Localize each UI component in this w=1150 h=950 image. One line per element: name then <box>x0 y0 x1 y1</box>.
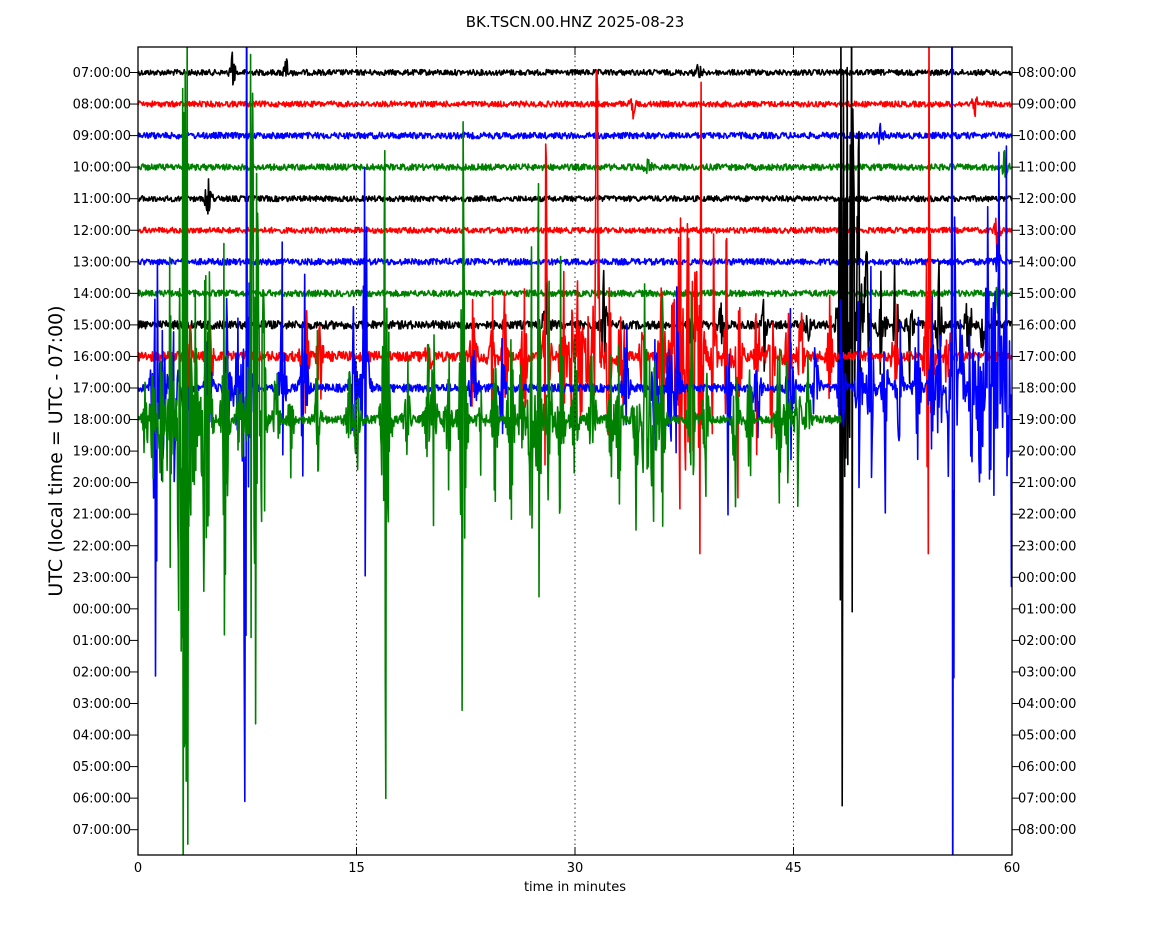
right-tick-label: 08:00:00 <box>1018 66 1076 81</box>
right-tick-label: 17:00:00 <box>1018 350 1076 365</box>
x-tick-label: 15 <box>348 861 365 876</box>
right-tick-label: 00:00:00 <box>1018 571 1076 586</box>
left-tick-label: 06:00:00 <box>73 792 131 807</box>
right-tick-label: 13:00:00 <box>1018 224 1076 239</box>
left-tick-label: 07:00:00 <box>73 66 131 81</box>
trace-16:00:00 <box>138 47 1012 555</box>
right-tick-label: 23:00:00 <box>1018 539 1076 554</box>
x-tick-label: 0 <box>134 861 142 876</box>
left-tick-label: 16:00:00 <box>73 350 131 365</box>
right-tick-label: 15:00:00 <box>1018 287 1076 302</box>
x-tick-label: 45 <box>785 861 802 876</box>
left-tick-label: 13:00:00 <box>73 255 131 270</box>
left-tick-label: 00:00:00 <box>73 602 131 617</box>
right-tick-label: 16:00:00 <box>1018 318 1076 333</box>
x-tick-label: 30 <box>567 861 584 876</box>
left-tick-label: 15:00:00 <box>73 318 131 333</box>
left-tick-label: 05:00:00 <box>73 760 131 775</box>
right-tick-label: 10:00:00 <box>1018 129 1076 144</box>
trace-11:00:00 <box>138 178 1012 215</box>
trace-09:00:00 <box>138 122 1012 145</box>
trace-14:00:00 <box>138 277 1012 314</box>
x-axis-label: time in minutes <box>524 880 626 895</box>
left-tick-label: 22:00:00 <box>73 539 131 554</box>
left-tick-label: 01:00:00 <box>73 634 131 649</box>
right-tick-label: 18:00:00 <box>1018 382 1076 397</box>
right-tick-label: 21:00:00 <box>1018 476 1076 491</box>
ticks-layer: 07:00:00 08:00:00 09:00:00 10:00:00 11:00:00… <box>73 47 1076 876</box>
left-tick-label: 11:00:00 <box>73 192 131 207</box>
right-tick-label: 12:00:00 <box>1018 192 1076 207</box>
trace-10:00:00 <box>138 150 1012 178</box>
trace-18:00:00 <box>138 47 842 855</box>
left-tick-label: 18:00:00 <box>73 413 131 428</box>
right-tick-label: 19:00:00 <box>1018 413 1076 428</box>
left-tick-label: 20:00:00 <box>73 476 131 491</box>
left-tick-label: 09:00:00 <box>73 129 131 144</box>
right-tick-label: 07:00:00 <box>1018 792 1076 807</box>
right-tick-label: 02:00:00 <box>1018 634 1076 649</box>
left-tick-label: 07:00:00 <box>73 823 131 838</box>
right-tick-label: 03:00:00 <box>1018 665 1076 680</box>
left-tick-label: 03:00:00 <box>73 697 131 712</box>
left-tick-label: 23:00:00 <box>73 571 131 586</box>
right-tick-label: 08:00:00 <box>1018 823 1076 838</box>
right-tick-label: 09:00:00 <box>1018 98 1076 113</box>
left-tick-label: 08:00:00 <box>73 98 131 113</box>
right-tick-label: 01:00:00 <box>1018 602 1076 617</box>
right-tick-label: 04:00:00 <box>1018 697 1076 712</box>
left-tick-label: 21:00:00 <box>73 508 131 523</box>
right-tick-label: 14:00:00 <box>1018 255 1076 270</box>
trace-08:00:00 <box>138 96 1012 120</box>
right-tick-label: 20:00:00 <box>1018 445 1076 460</box>
right-tick-label: 05:00:00 <box>1018 729 1076 744</box>
left-tick-label: 12:00:00 <box>73 224 131 239</box>
trace-13:00:00 <box>138 244 1012 273</box>
left-tick-label: 02:00:00 <box>73 665 131 680</box>
y-axis-label: UTC (local time = UTC - 07:00) <box>45 305 67 596</box>
left-tick-label: 14:00:00 <box>73 287 131 302</box>
left-tick-label: 19:00:00 <box>73 445 131 460</box>
right-tick-label: 22:00:00 <box>1018 508 1076 523</box>
x-tick-label: 60 <box>1004 861 1021 876</box>
left-tick-label: 17:00:00 <box>73 382 131 397</box>
right-tick-label: 11:00:00 <box>1018 161 1076 176</box>
right-tick-label: 06:00:00 <box>1018 760 1076 775</box>
chart-title: BK.TSCN.00.HNZ 2025-08-23 <box>466 13 685 31</box>
left-tick-label: 10:00:00 <box>73 161 131 176</box>
left-tick-label: 04:00:00 <box>73 729 131 744</box>
